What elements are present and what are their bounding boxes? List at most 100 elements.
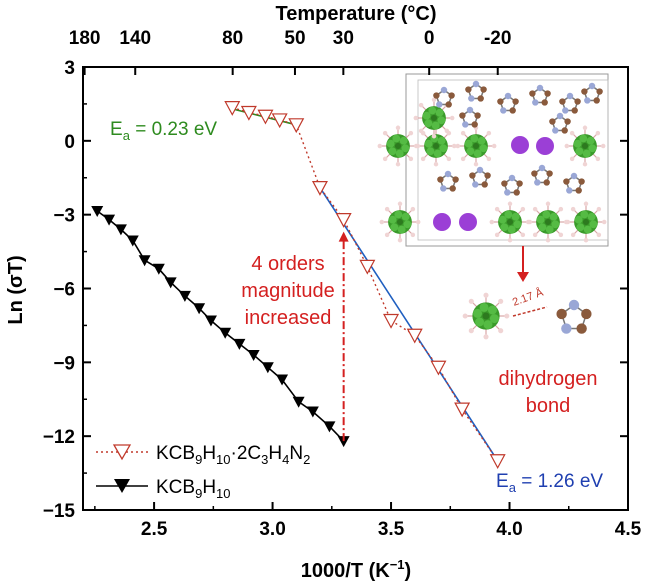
ring-atom: [437, 176, 444, 183]
boron-atom: [403, 220, 412, 229]
ring-atom: [544, 90, 551, 97]
y-tick-label: −3: [53, 206, 75, 227]
imidazole-ring: [563, 172, 585, 194]
boron-atom: [545, 225, 554, 234]
boron-atom: [586, 136, 595, 145]
hydrogen-atom: [545, 237, 551, 243]
ring-atom: [433, 92, 440, 99]
boron-atom: [426, 147, 435, 156]
ring-atom: [532, 99, 539, 106]
data-point-kcb: [233, 338, 246, 350]
data-point-complex: [224, 101, 241, 116]
hydrogen-atom: [462, 313, 468, 319]
data-point-complex: [359, 259, 376, 275]
imidazole-ring: [437, 170, 459, 192]
dihydrogen-label-line2: bond: [526, 395, 571, 417]
ring-atom: [472, 80, 480, 88]
hydrogen-atom: [395, 161, 401, 167]
boron-atom: [489, 314, 499, 324]
hydrogen-atom: [570, 206, 576, 212]
data-point-complex: [489, 454, 506, 470]
hydrogen-atom: [431, 133, 437, 139]
ring-atom: [508, 174, 516, 182]
ring-atom: [480, 86, 487, 93]
boron-atom: [504, 210, 513, 219]
imidazole-ring: [501, 174, 523, 196]
hydrogen-atom: [507, 201, 513, 207]
ring-atom: [578, 178, 585, 185]
y-tick-label: −9: [53, 353, 75, 374]
ring-atom: [472, 181, 479, 188]
data-point-kcb: [114, 224, 127, 236]
data-point-kcb: [247, 349, 260, 361]
boron-atom: [437, 116, 446, 125]
ring-atom: [529, 90, 536, 97]
boron-atom: [576, 223, 585, 232]
borane-cluster: [462, 292, 510, 340]
hydrogen-atom: [382, 130, 388, 136]
hydrogen-atom: [460, 156, 466, 162]
boron-atom: [544, 218, 552, 226]
boron-atom: [473, 149, 482, 158]
hydrogen-atom: [498, 298, 504, 304]
imidazole-ring: [469, 166, 491, 188]
ring-atom: [477, 95, 484, 102]
top-tick-label: 180: [69, 28, 101, 49]
ring-atom: [500, 107, 507, 114]
hydrogen-atom: [504, 313, 510, 319]
ring-atom: [581, 308, 592, 320]
hydrogen-atom: [545, 201, 551, 207]
ring-atom: [465, 86, 472, 93]
hydrogen-atom: [601, 219, 607, 225]
hydrogen-atom: [384, 232, 390, 238]
hydrogen-atom: [483, 292, 489, 298]
ring-atom: [459, 112, 466, 119]
borane-cluster: [564, 125, 606, 167]
hydrogen-atom: [397, 201, 403, 207]
boron-atom: [473, 308, 483, 318]
hydrogen-atom: [431, 97, 437, 103]
legend-marker-complex: [112, 444, 132, 461]
boron-atom: [424, 119, 433, 128]
data-point-complex: [335, 212, 352, 228]
boron-atom: [588, 144, 597, 153]
x-tick-label: 4.5: [615, 519, 642, 540]
boron-atom: [587, 212, 596, 221]
top-axis-title: Temperature (°C): [276, 3, 437, 25]
boron-atom: [542, 210, 551, 219]
hydrogen-atom: [595, 130, 601, 136]
ring-atom: [562, 107, 569, 114]
borane-cluster: [565, 201, 607, 243]
ring-atom: [497, 98, 504, 105]
imidazole-ring: [433, 86, 455, 108]
hydrogen-atom: [507, 237, 513, 243]
boron-atom: [437, 136, 446, 145]
top-tick-label: 140: [119, 28, 151, 49]
hydrogen-atom: [532, 232, 538, 238]
legend-label-kcb: KCB9H10: [156, 477, 231, 501]
borane-cluster-detail: [462, 292, 510, 340]
ring-atom: [531, 170, 538, 177]
boron-atom: [464, 139, 473, 148]
hydrogen-atom: [433, 161, 439, 167]
boron-atom: [589, 220, 598, 229]
hydrogen-atom: [377, 143, 383, 149]
top-tick-label: 50: [284, 28, 305, 49]
ring-atom: [566, 187, 573, 194]
hydrogen-atom: [415, 219, 421, 225]
imidazole-layer: [433, 80, 603, 196]
boron-atom: [396, 218, 404, 226]
borane-cluster: [413, 97, 455, 139]
boron-atom: [477, 136, 486, 145]
imidazole-ring: [581, 82, 603, 104]
ring-atom: [509, 107, 516, 114]
series-layer: [91, 101, 506, 470]
hydrogen-atom: [410, 232, 416, 238]
bond-distance-label: 2.17 Å: [511, 285, 546, 308]
boron-atom: [401, 212, 410, 221]
ring-atom: [570, 172, 578, 180]
boron-atom: [580, 210, 589, 219]
data-point-kcb: [91, 205, 104, 217]
hydrogen-atom: [565, 219, 571, 225]
data-point-kcb: [337, 436, 350, 448]
